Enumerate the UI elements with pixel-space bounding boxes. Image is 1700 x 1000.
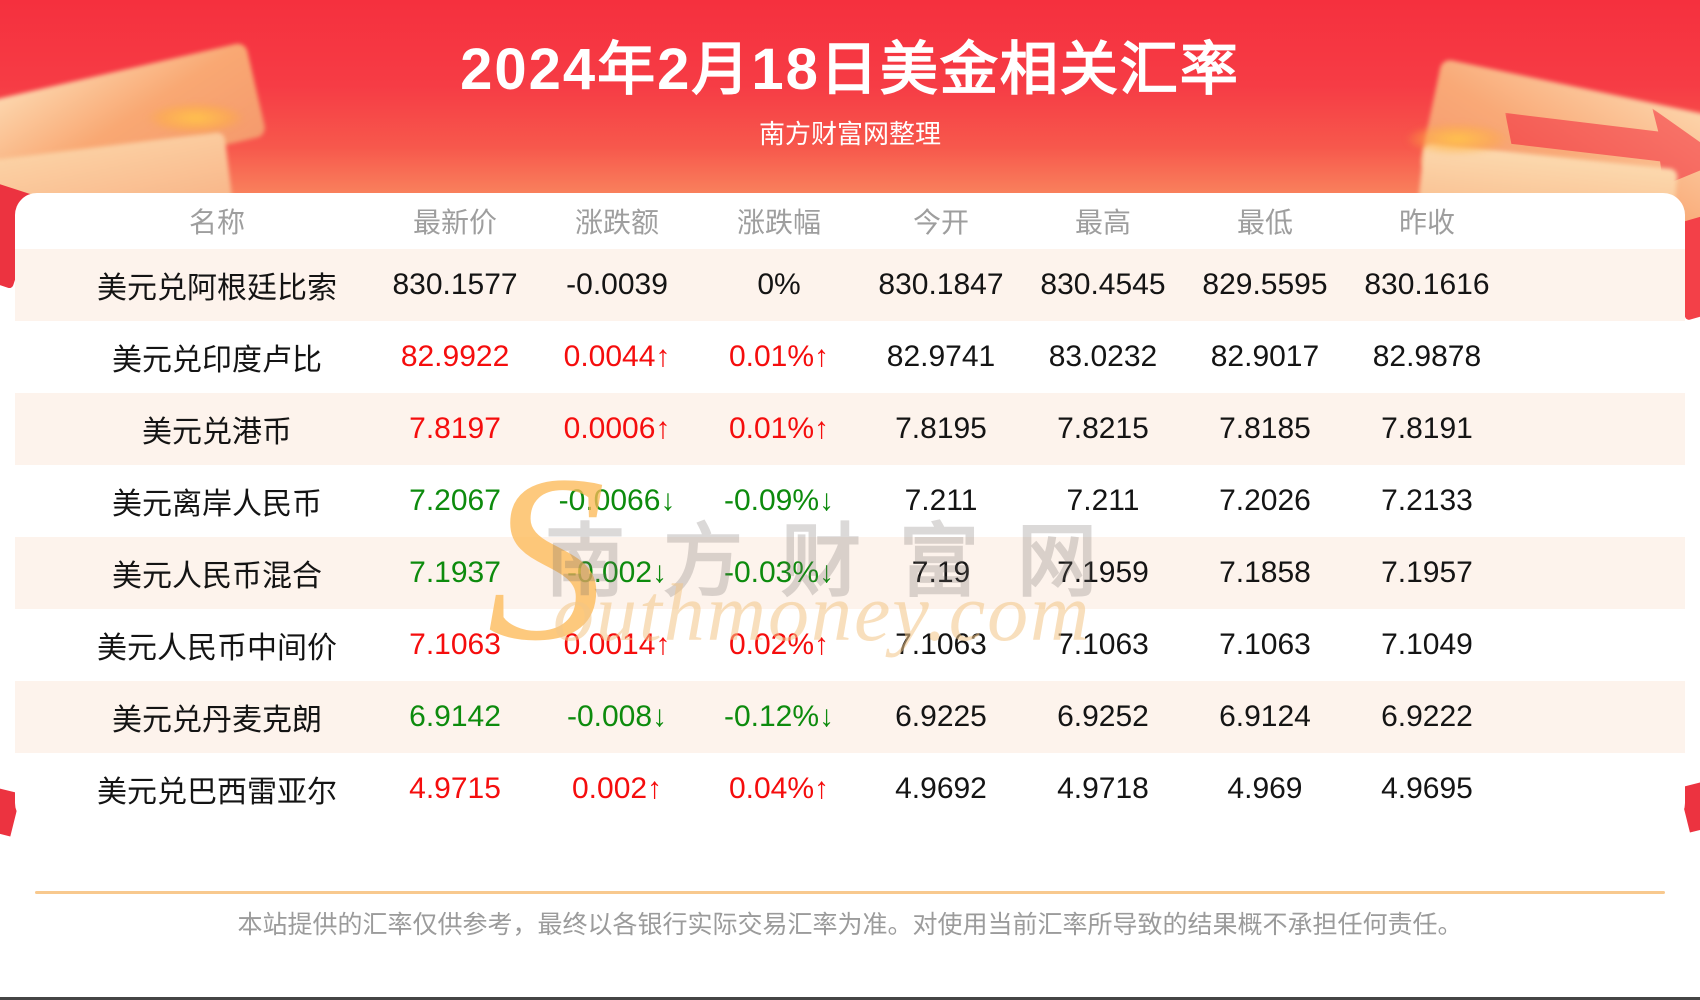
- cell-change: 0.0044↑: [563, 340, 671, 373]
- cell-low: 7.1858: [1219, 556, 1311, 589]
- cell-open: 6.9225: [895, 700, 987, 733]
- cell-name: 美元兑阿根廷比索: [97, 272, 338, 305]
- cell-high: 6.9252: [1057, 700, 1149, 733]
- cell-change: -0.0039: [566, 268, 668, 301]
- cell-open: 7.211: [904, 484, 978, 517]
- table-row: 美元兑巴西雷亚尔 4.9715 0.002↑ 0.04%↑ 4.9692 4.9718 4.…: [15, 753, 1685, 825]
- table-row: 美元离岸人民币 7.2067 -0.0066↓ -0.09%↓ 7.211 7.211 7.…: [15, 465, 1685, 537]
- cell-latest: 7.2067: [409, 484, 501, 517]
- table-row: 美元兑港币 7.8197 0.0006↑ 0.01%↑ 7.8195 7.8215 7.81…: [15, 393, 1685, 465]
- cell-latest: 7.1937: [409, 556, 501, 589]
- column-header-0: 名称: [189, 207, 246, 238]
- cell-latest: 6.9142: [409, 700, 501, 733]
- cell-change: 0.002↑: [571, 772, 663, 805]
- cell-open: 830.1847: [878, 268, 1004, 301]
- cell-prev_close: 7.1957: [1381, 556, 1473, 589]
- cell-open: 7.1063: [895, 628, 987, 661]
- column-header-6: 最低: [1236, 207, 1293, 238]
- cell-latest: 82.9922: [400, 340, 510, 373]
- cell-change_pct: 0.02%↑: [728, 628, 830, 661]
- column-header-7: 昨收: [1398, 207, 1455, 238]
- table-row: 美元人民币混合 7.1937 -0.002↓ -0.03%↓ 7.19 7.1959 7.1…: [15, 537, 1685, 609]
- cell-high: 83.0232: [1048, 340, 1158, 373]
- table-row: 美元兑阿根廷比索 830.1577 -0.0039 0% 830.1847 830.454…: [15, 249, 1685, 321]
- cell-change_pct: 0.01%↑: [728, 412, 830, 445]
- cell-low: 82.9017: [1210, 340, 1320, 373]
- cell-open: 4.9692: [895, 772, 987, 805]
- cell-change_pct: 0.04%↑: [728, 772, 830, 805]
- column-header-2: 涨跌额: [575, 207, 660, 238]
- table-row: 美元兑印度卢比 82.9922 0.0044↑ 0.01%↑ 82.9741 83.023…: [15, 321, 1685, 393]
- cell-change_pct: -0.03%↓: [723, 556, 835, 589]
- light-streak-right: [1390, 118, 1525, 160]
- cell-change: 0.0006↑: [563, 412, 671, 445]
- bottom-edge-line: [0, 997, 1700, 1000]
- cell-prev_close: 7.2133: [1381, 484, 1473, 517]
- cell-change: -0.008↓: [566, 700, 668, 733]
- cell-high: 7.1959: [1057, 556, 1149, 589]
- cell-open: 82.9741: [886, 340, 996, 373]
- cell-low: 7.1063: [1219, 628, 1311, 661]
- column-header-1: 最新价: [413, 207, 498, 238]
- page-subtitle: 南方财富网整理: [758, 119, 941, 149]
- table-row: 美元人民币中间价 7.1063 0.0014↑ 0.02%↑ 7.1063 7.1063 7…: [15, 609, 1685, 681]
- cell-open: 7.8195: [895, 412, 987, 445]
- cell-prev_close: 7.1049: [1381, 628, 1473, 661]
- table-row: 美元兑丹麦克朗 6.9142 -0.008↓ -0.12%↓ 6.9225 6.9252 6…: [15, 681, 1685, 753]
- cell-name: 美元兑丹麦克朗: [112, 704, 323, 737]
- cell-name: 美元人民币中间价: [97, 632, 338, 665]
- cell-change_pct: -0.12%↓: [723, 700, 835, 733]
- cell-latest: 4.9715: [409, 772, 501, 805]
- cell-low: 6.9124: [1219, 700, 1311, 733]
- column-header-4: 今开: [912, 207, 969, 238]
- cell-prev_close: 82.9878: [1372, 340, 1482, 373]
- cell-name: 美元人民币混合: [112, 560, 323, 593]
- cell-low: 829.5595: [1202, 268, 1328, 301]
- rates-table-panel: 名称 最新价 涨跌额 涨跌幅 今开 最高 最低 昨收 美元兑阿根廷比索 830.1577 -0.0…: [15, 193, 1685, 825]
- column-header-3: 涨跌幅: [737, 207, 822, 238]
- table-header-row: 名称 最新价 涨跌额 涨跌幅 今开 最高 最低 昨收: [15, 193, 1685, 249]
- column-header-5: 最高: [1074, 207, 1131, 238]
- cell-latest: 7.8197: [409, 412, 501, 445]
- cell-low: 7.2026: [1219, 484, 1311, 517]
- cell-high: 7.8215: [1057, 412, 1149, 445]
- cell-open: 7.19: [911, 556, 971, 589]
- cell-low: 7.8185: [1219, 412, 1311, 445]
- cell-name: 美元离岸人民币: [112, 488, 323, 521]
- cell-high: 7.1063: [1057, 628, 1149, 661]
- cell-low: 4.969: [1227, 772, 1303, 805]
- page-title: 2024年2月18日美金相关汇率: [460, 37, 1240, 102]
- cell-name: 美元兑巴西雷亚尔: [97, 776, 338, 809]
- cell-change_pct: 0%: [757, 268, 801, 301]
- cell-latest: 7.1063: [409, 628, 501, 661]
- table-body: 美元兑阿根廷比索 830.1577 -0.0039 0% 830.1847 830.454…: [15, 249, 1685, 825]
- cell-high: 4.9718: [1057, 772, 1149, 805]
- cell-prev_close: 830.1616: [1364, 268, 1490, 301]
- cell-change_pct: 0.01%↑: [728, 340, 830, 373]
- cell-name: 美元兑印度卢比: [112, 344, 323, 377]
- cell-prev_close: 4.9695: [1381, 772, 1473, 805]
- light-streak-left: [132, 98, 260, 138]
- footer-disclaimer: 本站提供的汇率仅供参考，最终以各银行实际交易汇率为准。对使用当前汇率所导致的结果…: [237, 911, 1463, 939]
- cell-change: -0.0066↓: [558, 484, 676, 517]
- cell-latest: 830.1577: [392, 268, 518, 301]
- footer-divider: [35, 891, 1665, 894]
- cell-change_pct: -0.09%↓: [723, 484, 835, 517]
- cell-change: 0.0014↑: [563, 628, 671, 661]
- cell-name: 美元兑港币: [142, 416, 293, 449]
- cell-prev_close: 7.8191: [1381, 412, 1473, 445]
- cell-change: -0.002↓: [566, 556, 668, 589]
- cell-high: 830.4545: [1040, 268, 1166, 301]
- cell-prev_close: 6.9222: [1381, 700, 1473, 733]
- cell-high: 7.211: [1066, 484, 1140, 517]
